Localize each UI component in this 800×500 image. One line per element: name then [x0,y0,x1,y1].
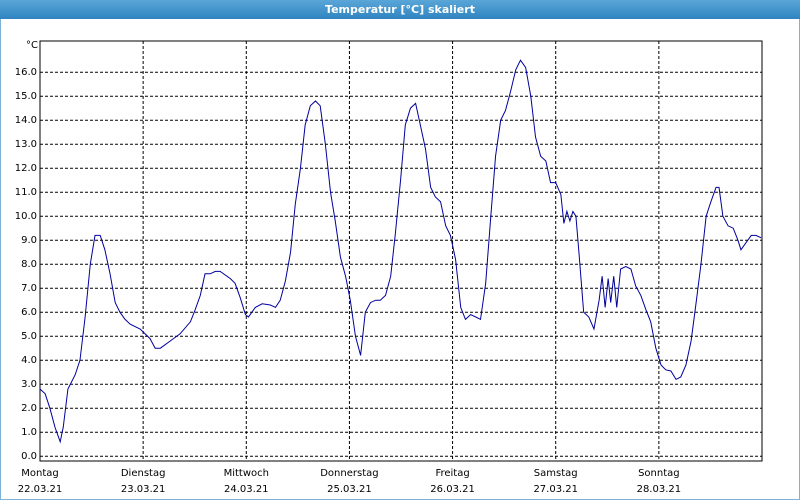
x-tick-date: 26.03.21 [430,484,475,495]
y-tick-label: 14.0 [15,115,37,126]
x-tick-date: 22.03.21 [18,484,63,495]
y-tick-label: 8.0 [21,259,37,270]
y-tick-label: 7.0 [21,283,37,294]
y-tick-label: 9.0 [21,235,37,246]
x-tick-date: 25.03.21 [327,484,372,495]
x-tick-label: Mittwoch [224,468,269,479]
x-tick-label: Montag [21,468,58,479]
x-tick-date: 23.03.21 [121,484,166,495]
x-tick-label: Dienstag [121,468,166,479]
temperature-line [39,59,762,444]
chart-title: Temperatur [°C] skaliert [325,3,475,16]
y-tick-label: 11.0 [15,187,37,198]
y-tick-label: 0.0 [21,451,37,462]
y-tick-label: 16.0 [15,67,37,78]
y-tick-label: 2.0 [21,403,37,414]
y-tick-label: 1.0 [21,427,37,438]
y-tick-label: 3.0 [21,379,37,390]
y-tick-label: 13.0 [15,139,37,150]
y-tick-label: 15.0 [15,91,37,102]
x-tick-date: 24.03.21 [224,484,269,495]
y-tick-label: 4.0 [21,355,37,366]
title-bar [0,0,800,19]
plot-frame [39,40,763,462]
x-tick-label: Sonntag [638,468,680,479]
x-tick-label: Freitag [435,468,469,479]
x-tick-date: 28.03.21 [637,484,682,495]
y-tick-label: 6.0 [21,307,37,318]
x-tick-label: Samstag [534,468,578,479]
x-tick-label: Donnerstag [320,468,378,479]
y-tick-label: 5.0 [21,331,37,342]
y-tick-label: 12.0 [15,163,37,174]
y-tick-label: 10.0 [15,211,37,222]
x-tick-date: 27.03.21 [533,484,578,495]
y-unit: °C [26,40,38,51]
